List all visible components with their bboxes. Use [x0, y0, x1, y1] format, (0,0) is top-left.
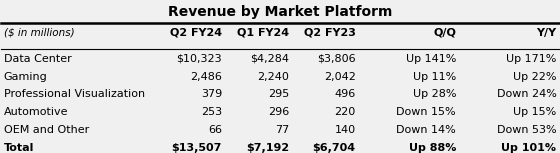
Text: Data Center: Data Center — [3, 54, 71, 64]
Text: Up 88%: Up 88% — [409, 143, 456, 153]
Text: $6,704: $6,704 — [312, 143, 356, 153]
Text: 295: 295 — [268, 89, 289, 99]
Text: Q2 FY24: Q2 FY24 — [170, 28, 222, 38]
Text: Q/Q: Q/Q — [433, 28, 456, 38]
Text: ($ in millions): ($ in millions) — [4, 28, 75, 38]
Text: $10,323: $10,323 — [176, 54, 222, 64]
Text: $3,806: $3,806 — [317, 54, 356, 64]
Text: OEM and Other: OEM and Other — [3, 125, 89, 135]
Text: Q1 FY24: Q1 FY24 — [237, 28, 289, 38]
Text: 77: 77 — [274, 125, 289, 135]
Text: 2,486: 2,486 — [190, 72, 222, 82]
Text: Gaming: Gaming — [3, 72, 48, 82]
Text: Y/Y: Y/Y — [536, 28, 557, 38]
Text: Up 11%: Up 11% — [413, 72, 456, 82]
Text: 496: 496 — [334, 89, 356, 99]
Text: 379: 379 — [201, 89, 222, 99]
Text: 220: 220 — [334, 107, 356, 117]
Text: Up 101%: Up 101% — [501, 143, 557, 153]
Text: 66: 66 — [208, 125, 222, 135]
Text: Professional Visualization: Professional Visualization — [3, 89, 144, 99]
Text: Total: Total — [3, 143, 34, 153]
Text: 140: 140 — [335, 125, 356, 135]
Text: 296: 296 — [268, 107, 289, 117]
Text: 253: 253 — [201, 107, 222, 117]
Text: Up 15%: Up 15% — [513, 107, 557, 117]
Text: $13,507: $13,507 — [172, 143, 222, 153]
Text: Automotive: Automotive — [3, 107, 68, 117]
Text: Down 15%: Down 15% — [396, 107, 456, 117]
Text: Up 22%: Up 22% — [513, 72, 557, 82]
Text: $4,284: $4,284 — [250, 54, 289, 64]
Text: 2,240: 2,240 — [257, 72, 289, 82]
Text: Up 28%: Up 28% — [413, 89, 456, 99]
Text: $7,192: $7,192 — [246, 143, 289, 153]
Text: Up 171%: Up 171% — [506, 54, 557, 64]
Text: Down 14%: Down 14% — [396, 125, 456, 135]
Text: Revenue by Market Platform: Revenue by Market Platform — [168, 5, 392, 19]
Text: Down 24%: Down 24% — [497, 89, 557, 99]
Text: Down 53%: Down 53% — [497, 125, 557, 135]
Text: Q2 FY23: Q2 FY23 — [304, 28, 356, 38]
Text: Up 141%: Up 141% — [405, 54, 456, 64]
Text: 2,042: 2,042 — [324, 72, 356, 82]
